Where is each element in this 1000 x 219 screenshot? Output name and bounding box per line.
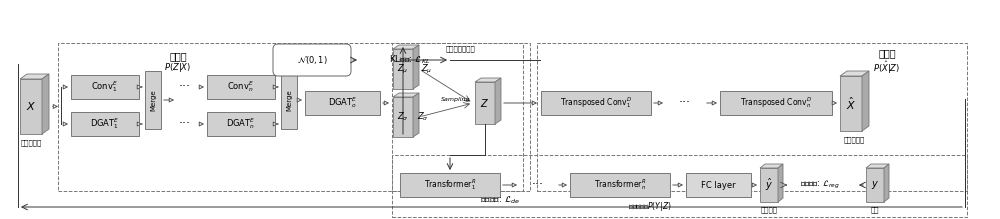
Text: KL散度: $\mathcal{L}_{KL}$: KL散度: $\mathcal{L}_{KL}$ [389,54,431,66]
Text: 标签: 标签 [871,206,879,213]
Polygon shape [42,74,49,134]
Polygon shape [475,78,501,82]
FancyBboxPatch shape [305,91,380,115]
Text: 重构的数据: 重构的数据 [843,136,865,143]
Text: $\mathrm{DGAT}_o^E$: $\mathrm{DGAT}_o^E$ [328,95,357,110]
Text: 输入的数据: 输入的数据 [20,139,42,146]
Text: Merge: Merge [150,89,156,111]
Polygon shape [760,168,778,202]
Text: Merge: Merge [286,89,292,111]
Text: $\mathrm{Conv}_n^E$: $\mathrm{Conv}_n^E$ [227,79,255,94]
FancyBboxPatch shape [71,112,139,136]
Text: $\mathrm{Transposed\ Conv}_1^D$: $\mathrm{Transposed\ Conv}_1^D$ [560,95,632,110]
Text: $\mathrm{DGAT}_1^E$: $\mathrm{DGAT}_1^E$ [90,117,120,131]
FancyBboxPatch shape [570,173,670,197]
Polygon shape [413,93,419,137]
Polygon shape [840,71,869,76]
Text: $X$: $X$ [26,101,36,113]
Text: $\mathrm{Transformer}_n^R$: $\mathrm{Transformer}_n^R$ [594,178,646,193]
Text: $\mathrm{Conv}_1^E$: $\mathrm{Conv}_1^E$ [91,79,119,94]
Polygon shape [884,164,889,202]
Polygon shape [393,45,419,49]
FancyBboxPatch shape [71,75,139,99]
FancyBboxPatch shape [273,44,351,76]
Polygon shape [760,164,783,168]
Text: $\mathrm{Transposed\ Conv}_n^D$: $\mathrm{Transposed\ Conv}_n^D$ [740,95,812,110]
Text: $\hat{X}$: $\hat{X}$ [846,95,856,112]
Polygon shape [393,49,413,89]
Text: $P(Z|X)$: $P(Z|X)$ [164,61,192,74]
Text: FC layer: FC layer [701,180,736,189]
Text: $y$: $y$ [871,179,879,191]
Text: $Z_{\mu}$: $Z_{\mu}$ [421,62,432,76]
Polygon shape [862,71,869,131]
Text: $Z$: $Z$ [480,97,490,109]
Text: ···: ··· [679,97,691,110]
Text: 回归损失: $\mathcal{L}_{reg}$: 回归损失: $\mathcal{L}_{reg}$ [800,179,840,191]
Text: 解码器: 解码器 [878,48,896,58]
Polygon shape [393,93,419,97]
Text: $\mathrm{DGAT}_n^E$: $\mathrm{DGAT}_n^E$ [226,117,256,131]
FancyBboxPatch shape [720,91,832,115]
Polygon shape [20,74,49,79]
Text: $Z_{\mu}$: $Z_{\mu}$ [397,62,409,76]
Text: ···: ··· [179,81,191,94]
FancyBboxPatch shape [207,112,275,136]
Text: $Z_{\sigma}$: $Z_{\sigma}$ [397,111,409,123]
Polygon shape [495,78,501,124]
Polygon shape [840,76,862,131]
Polygon shape [475,82,495,124]
Polygon shape [866,168,884,202]
FancyBboxPatch shape [207,75,275,99]
Text: $P(\hat{X}|Z)$: $P(\hat{X}|Z)$ [873,59,901,76]
Polygon shape [778,164,783,202]
FancyBboxPatch shape [686,173,751,197]
Text: ···: ··· [179,118,191,131]
Text: $\mathcal{N}(0,1)$: $\mathcal{N}(0,1)$ [297,54,327,66]
Text: Sampling: Sampling [441,97,471,101]
FancyBboxPatch shape [281,71,297,129]
Polygon shape [20,79,42,134]
Text: $\hat{y}$: $\hat{y}$ [765,177,773,193]
Text: $Z_{\sigma}$: $Z_{\sigma}$ [417,111,429,123]
Polygon shape [393,97,413,137]
FancyBboxPatch shape [541,91,651,115]
Text: 高斯隐表示空间: 高斯隐表示空间 [446,45,476,52]
FancyBboxPatch shape [145,71,161,129]
Text: ···: ··· [532,178,544,191]
Text: 预测数据: 预测数据 [761,206,778,213]
Text: 重构损失: $\mathcal{L}_{de}$: 重构损失: $\mathcal{L}_{de}$ [480,194,520,206]
Polygon shape [413,45,419,89]
Text: $\mathrm{Transformer}_1^R$: $\mathrm{Transformer}_1^R$ [424,178,476,193]
Text: 编码器: 编码器 [169,51,187,61]
FancyBboxPatch shape [400,173,500,197]
Polygon shape [866,164,889,168]
Text: 动态回归器$P(Y|Z)$: 动态回归器$P(Y|Z)$ [628,200,671,213]
